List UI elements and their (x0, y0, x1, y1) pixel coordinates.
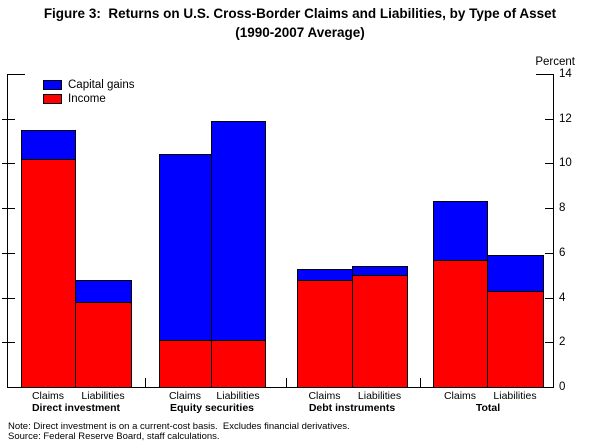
total-liabilities-income-segment (487, 291, 544, 388)
debt-instruments-liabilities-income-segment (352, 275, 408, 388)
group-label-total: Total (475, 402, 501, 414)
x-axis-group-tick (286, 378, 287, 387)
right-y-tick (545, 119, 554, 120)
legend-item-capital-gains: Capital gains (43, 79, 135, 91)
equity-securities-liabilities-income-segment (211, 340, 266, 388)
equity-securities-claims-label: Claims (168, 390, 202, 402)
figure-title: Figure 3: Returns on U.S. Cross-Border C… (43, 6, 557, 21)
figure-subtitle: (1990-2007 Average) (235, 25, 365, 40)
direct-investment-claims-capital-gains-segment (21, 130, 76, 160)
y-tick-label: 8 (559, 202, 566, 214)
legend-item-income: Income (43, 93, 134, 105)
left-y-tick (2, 208, 15, 209)
x-axis-group-tick (420, 378, 421, 387)
y-tick-label: 14 (559, 68, 572, 80)
left-y-tick (2, 163, 15, 164)
y-tick-label: 10 (559, 157, 572, 169)
x-axis (7, 387, 554, 388)
right-y-tick (536, 74, 554, 75)
equity-securities-liabilities-capital-gains-segment (211, 121, 266, 341)
y-tick-label: 4 (559, 292, 566, 304)
right-y-tick (545, 342, 554, 343)
total-claims-label: Claims (443, 390, 477, 402)
equity-securities-claims-capital-gains-segment (159, 154, 212, 341)
total-claims-income-segment (433, 260, 488, 388)
y-tick-label: 12 (559, 113, 572, 125)
total-liabilities-label: Liabilities (493, 390, 537, 402)
direct-investment-liabilities-label: Liabilities (81, 390, 125, 402)
direct-investment-claims-income-segment (21, 159, 76, 388)
legend-label-income: Income (68, 93, 106, 105)
right-y-tick (545, 163, 554, 164)
capital-gains-swatch (43, 80, 62, 90)
figure-note: Note: Direct investment is on a current-… (8, 421, 350, 432)
left-y-tick (2, 253, 15, 254)
direct-investment-claims-label: Claims (31, 390, 65, 402)
left-y-tick (7, 74, 25, 75)
left-y-axis (7, 74, 8, 388)
right-y-tick (545, 208, 554, 209)
group-label-equity-securities: Equity securities (169, 402, 255, 414)
group-label-direct-investment: Direct investment (31, 402, 121, 414)
figure-source: Source: Federal Reserve Board, staff cal… (8, 431, 220, 442)
left-y-tick (2, 342, 15, 343)
debt-instruments-claims-label: Claims (308, 390, 341, 402)
direct-investment-liabilities-capital-gains-segment (75, 280, 132, 303)
y-axis-unit-label: Percent (535, 56, 575, 68)
right-y-axis (553, 74, 554, 388)
x-axis-group-tick (145, 378, 146, 387)
legend-label-capital-gains: Capital gains (68, 79, 135, 91)
right-y-tick (545, 253, 554, 254)
right-y-tick (545, 298, 554, 299)
income-swatch (43, 94, 62, 104)
total-claims-capital-gains-segment (433, 201, 488, 261)
legend: Capital gains Income (43, 79, 135, 108)
group-label-debt-instruments: Debt instruments (308, 402, 396, 414)
y-tick-label: 6 (559, 247, 566, 259)
equity-securities-claims-income-segment (159, 340, 212, 388)
left-y-tick (2, 298, 15, 299)
equity-securities-liabilities-label: Liabilities (216, 390, 260, 402)
left-y-tick (2, 119, 15, 120)
total-liabilities-capital-gains-segment (487, 255, 544, 292)
debt-instruments-claims-income-segment (297, 280, 353, 388)
y-tick-label: 2 (559, 336, 566, 348)
direct-investment-liabilities-income-segment (75, 302, 132, 388)
y-tick-label: 0 (559, 381, 566, 393)
debt-instruments-liabilities-label: Liabilities (357, 390, 402, 402)
